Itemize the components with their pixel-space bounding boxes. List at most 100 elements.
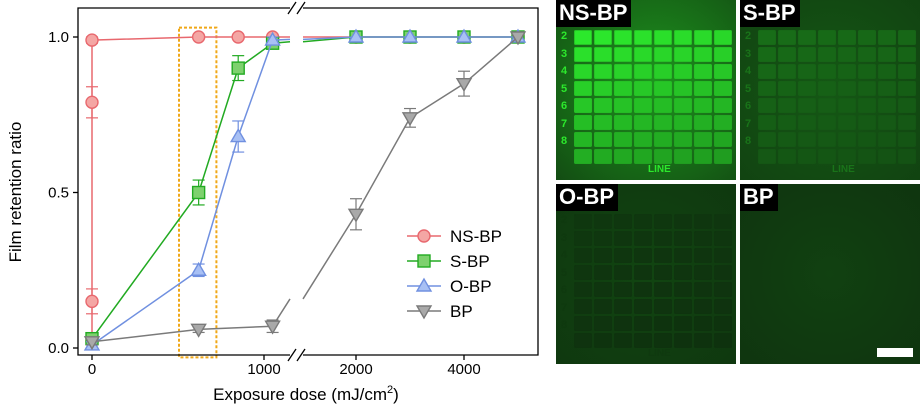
pattern-cell [714, 316, 732, 331]
micrograph-s-bp: S-BP 2 3 4 5 6 7 8 LINE [740, 0, 920, 180]
pattern-cell [614, 333, 632, 348]
pattern-cell [878, 64, 896, 79]
pattern-cell [594, 47, 612, 62]
pattern-cell [634, 248, 652, 263]
axes: 0.0 0.5 1.0 0 1000 2000 4000 [48, 1, 539, 378]
pattern-cell [838, 149, 856, 164]
data-point [85, 33, 99, 47]
pattern-cell [838, 64, 856, 79]
pattern-cell [674, 248, 692, 263]
x-axis-label-superscript: 2 [387, 384, 393, 396]
pattern-cell [654, 115, 672, 130]
pattern-cell [714, 30, 732, 45]
pattern-cell [838, 30, 856, 45]
pattern-cell [654, 98, 672, 113]
data-point [83, 336, 101, 351]
legend: NS-BP S-BP O-BP BP [407, 227, 502, 321]
row-number-label: 3 [745, 47, 752, 60]
pattern-cell [594, 64, 612, 79]
pattern-cell [778, 47, 796, 62]
series-bp [83, 31, 527, 351]
micrograph-o-bp: O-BP 2 3 4 5 6 7 8 LINE [556, 184, 736, 364]
pattern-cell [898, 98, 916, 113]
x-axis-label: Exposure dose (mJ/cm2) [213, 384, 399, 404]
pattern-cell [858, 64, 876, 79]
pattern-cell [878, 30, 896, 45]
pattern-cell [818, 98, 836, 113]
pattern-cell [798, 30, 816, 45]
pattern-cell [614, 64, 632, 79]
pattern-cell [798, 132, 816, 147]
pattern-cell [634, 132, 652, 147]
line-label: LINE [648, 348, 671, 359]
micrograph-ns-bp: NS-BP 2 3 4 5 6 7 8 LINE [556, 0, 736, 180]
pattern-cell [798, 47, 816, 62]
pattern-cell [634, 81, 652, 96]
x-tick-label: 0 [88, 361, 96, 378]
row-number-label: 6 [561, 284, 568, 296]
row-number-label: 8 [561, 135, 568, 147]
pattern-cell [634, 333, 652, 348]
pattern-cell [594, 30, 612, 45]
legend-label: O-BP [450, 277, 492, 296]
pattern-cell [898, 132, 916, 147]
pattern-cell [878, 132, 896, 147]
pattern-cell [818, 149, 836, 164]
axis-break-mark [287, 1, 297, 15]
pattern-cell [758, 115, 776, 130]
pattern-cell [798, 149, 816, 164]
pattern-cell [634, 47, 652, 62]
highlight-layer [178, 26, 218, 359]
pattern-cell [714, 231, 732, 246]
pattern-cell [898, 115, 916, 130]
y-tick-label: 0.5 [48, 185, 69, 202]
pattern-cell [778, 64, 796, 79]
pattern-cell [778, 81, 796, 96]
row-number-label: 6 [561, 100, 568, 112]
pattern-cell [594, 149, 612, 164]
pattern-cell [694, 149, 712, 164]
pattern-cell [674, 265, 692, 280]
pattern-cell [594, 214, 612, 229]
pattern-cell [634, 30, 652, 45]
legend-entry-s-bp: S-BP [407, 252, 490, 271]
pattern-cell [674, 333, 692, 348]
pattern-cell [878, 81, 896, 96]
pattern-cell [614, 282, 632, 297]
x-tick-label: 1000 [247, 361, 280, 378]
pattern-cell [898, 64, 916, 79]
pattern-cell [858, 81, 876, 96]
data-point [401, 28, 419, 43]
row-number-label: 3 [561, 47, 568, 60]
pattern-cell [574, 47, 592, 62]
data-point [190, 261, 207, 276]
pattern-cell [838, 132, 856, 147]
pattern-cell [898, 81, 916, 96]
data-point [264, 31, 281, 46]
pattern-cell [694, 248, 712, 263]
pattern-cell [574, 214, 592, 229]
pattern-cell [574, 132, 592, 147]
micrograph-bp: BP [740, 184, 920, 364]
pattern-cell [634, 316, 652, 331]
data-point [455, 77, 473, 93]
legend-marker [415, 277, 433, 292]
pattern-cell [634, 265, 652, 280]
x-axis-label-close: ) [393, 385, 399, 404]
pattern-cell [694, 214, 712, 229]
pattern-cell [674, 231, 692, 246]
row-number-label: 5 [561, 82, 568, 95]
pattern-cell [654, 265, 672, 280]
pattern-cell [634, 231, 652, 246]
pattern-cell [878, 98, 896, 113]
pattern-cell [714, 265, 732, 280]
pattern-cell [634, 64, 652, 79]
pattern-cell [654, 30, 672, 45]
series-layer [83, 28, 527, 351]
pattern-cell [714, 98, 732, 113]
pattern-cell [778, 149, 796, 164]
pattern-cell [674, 299, 692, 314]
panel-label: NS-BP [556, 0, 632, 27]
data-point [191, 30, 206, 44]
pattern-cell [614, 132, 632, 147]
